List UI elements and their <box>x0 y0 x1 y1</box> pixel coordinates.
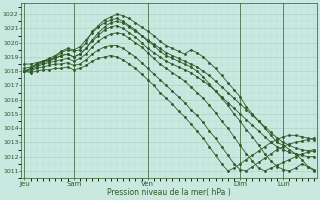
X-axis label: Pression niveau de la mer( hPa ): Pression niveau de la mer( hPa ) <box>108 188 231 197</box>
